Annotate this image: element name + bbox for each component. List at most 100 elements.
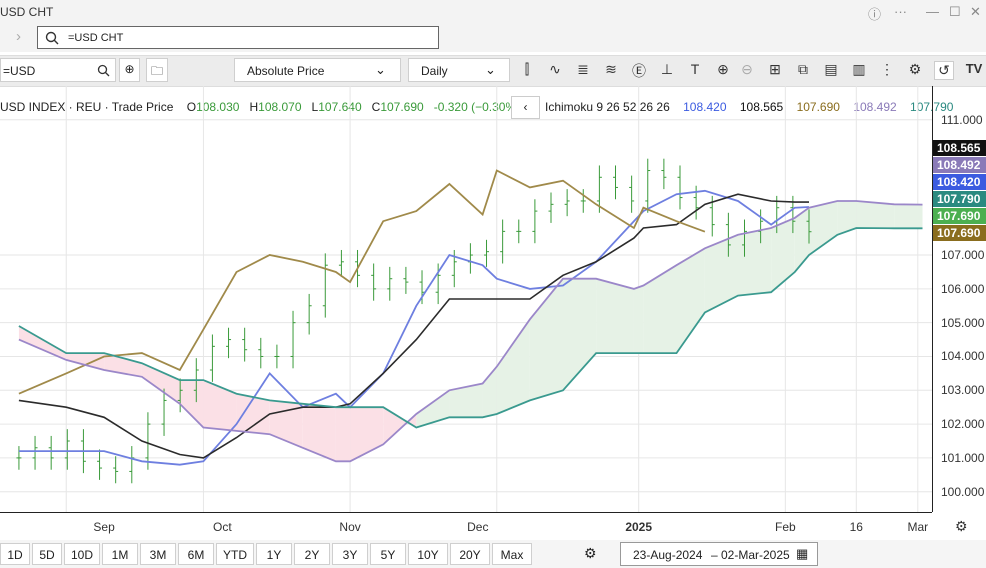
cloud-segment <box>236 393 270 435</box>
period-button-1m[interactable]: 1M <box>102 543 138 565</box>
brand-logo-icon: TV <box>965 61 983 76</box>
cloud-segment <box>179 380 204 428</box>
snapshot-icon[interactable]: ⧉ <box>798 61 808 77</box>
period-button-2y[interactable]: 2Y <box>294 543 330 565</box>
x-tick-label: Mar <box>907 520 929 534</box>
cloud-segment <box>704 234 739 313</box>
cloud-segment <box>496 319 530 414</box>
cloud-segment <box>676 248 705 354</box>
cloud-segment <box>449 383 483 418</box>
cloud-segment <box>894 204 923 229</box>
y-tick-label: 107.000 <box>941 248 985 263</box>
kijun-line <box>18 193 809 459</box>
help-icon[interactable]: ⓘ <box>868 7 882 22</box>
chart-plot-area[interactable] <box>0 86 932 512</box>
span-b-value: 107.790 <box>910 100 954 114</box>
table-icon[interactable]: ⊞ <box>769 61 781 77</box>
more-icon[interactable]: ··· <box>894 4 907 19</box>
add-symbol-icon[interactable]: ⊕ <box>119 58 140 82</box>
open-label: O <box>186 100 197 114</box>
cloud-segment <box>643 265 677 354</box>
price-axis[interactable]: 100.000 101.000 102.000 103.000 104.000 105.0… <box>932 86 986 512</box>
study-icon[interactable]: ≋ <box>605 61 617 77</box>
cloud-segment <box>66 353 105 370</box>
settings-icon[interactable]: ⚙ <box>908 61 922 77</box>
period-button-5d[interactable]: 5D <box>32 543 62 565</box>
text-icon[interactable]: T <box>690 61 700 77</box>
span-b-line <box>18 227 923 429</box>
time-axis[interactable]: Sep Oct Nov Dec 2025 Feb 16 Mar <box>0 512 932 538</box>
close-value: 107.690 <box>380 100 424 114</box>
bar-style-icon[interactable]: ⫿ <box>524 61 530 77</box>
instrument-name: USD INDEX · REU · Trade Price <box>0 100 174 114</box>
analytics-icon[interactable]: ▥ <box>852 61 866 77</box>
x-tick-label: Nov <box>339 520 361 534</box>
cloud-segment <box>596 278 634 354</box>
price-badge: 107.790 <box>933 191 986 207</box>
forward-arrow-icon[interactable]: › <box>16 28 21 45</box>
price-type-select[interactable]: Absolute Price ⌄ <box>234 58 401 82</box>
collapse-legend-button[interactable]: ‹ <box>511 96 540 119</box>
axis-settings-icon[interactable]: ⚙ <box>955 518 968 534</box>
crosshair-icon[interactable]: ⊥ <box>660 61 674 77</box>
y-tick-label: 104.000 <box>941 349 985 364</box>
cloud-segment <box>141 363 180 404</box>
y-tick-label: 101.000 <box>941 450 985 465</box>
cloud-segment <box>794 207 809 272</box>
more-options-icon[interactable]: ⋮ <box>880 61 894 77</box>
period-button-ytd[interactable]: YTD <box>216 543 254 565</box>
span-a-value: 108.492 <box>853 100 897 114</box>
period-button-10y[interactable]: 10Y <box>408 543 448 565</box>
cloud-segment <box>302 403 336 462</box>
overlay-icon[interactable]: ≣ <box>577 61 589 77</box>
command-input[interactable]: =USD CHT <box>37 26 439 49</box>
y-tick-label: 103.000 <box>941 383 985 398</box>
open-value: 108.030 <box>196 100 240 114</box>
x-tick-label: Oct <box>213 520 232 534</box>
period-button-20y[interactable]: 20Y <box>450 543 490 565</box>
y-tick-label: 111.000 <box>941 112 983 127</box>
period-button-max[interactable]: Max <box>492 543 532 565</box>
period-button-1y[interactable]: 1Y <box>256 543 292 565</box>
symbol-input[interactable]: =USD <box>0 58 116 82</box>
chikou-line <box>18 169 706 395</box>
period-settings-icon[interactable]: ⚙ <box>584 545 597 561</box>
y-tick-label: 105.000 <box>941 315 985 330</box>
zoom-in-icon[interactable]: ⊕ <box>717 61 729 77</box>
x-tick-label: 16 <box>849 520 863 534</box>
event-icon[interactable]: Ⓔ <box>632 63 646 79</box>
folder-icon[interactable]: 🗀 <box>146 58 168 82</box>
y-tick-label: 106.000 <box>941 281 985 296</box>
news-icon[interactable]: ▤ <box>824 61 838 77</box>
cloud-segment <box>633 285 644 354</box>
period-button-3y[interactable]: 3Y <box>332 543 368 565</box>
zoom-out-icon[interactable]: ⊖ <box>741 61 753 77</box>
cloud-segment <box>482 366 497 418</box>
date-range-picker[interactable]: 23-Aug-2024 – 02-Mar-2025 ▦ <box>620 542 818 566</box>
low-value: 107.640 <box>318 100 362 114</box>
y-tick-label: 102.000 <box>941 417 985 432</box>
calendar-icon: ▦ <box>796 546 809 561</box>
price-type-value: Absolute Price <box>247 64 325 78</box>
minimize-icon[interactable]: — <box>926 4 939 19</box>
chart-legend: USD INDEX · REU · Trade Price O108.030 H… <box>0 100 520 114</box>
reset-icon[interactable]: ↺ <box>934 61 954 80</box>
tenkan-line <box>18 189 810 466</box>
period-button-1d[interactable]: 1D <box>0 543 30 565</box>
cloud-segment <box>771 217 795 293</box>
price-badge: 108.565 <box>933 140 986 156</box>
search-icon <box>45 31 59 45</box>
cloud-segment <box>856 200 895 229</box>
period-button-6m[interactable]: 6M <box>178 543 214 565</box>
cloud-segment <box>203 380 237 431</box>
period-button-5y[interactable]: 5Y <box>370 543 406 565</box>
maximize-icon[interactable]: ☐ <box>949 4 961 19</box>
price-badge: 107.690 <box>933 208 986 224</box>
interval-select[interactable]: Daily ⌄ <box>408 58 510 82</box>
chevron-down-icon: ⌄ <box>375 62 386 77</box>
close-icon[interactable]: ✕ <box>970 4 981 19</box>
period-button-10d[interactable]: 10D <box>64 543 100 565</box>
period-button-3m[interactable]: 3M <box>140 543 176 565</box>
symbol-search-icon[interactable] <box>97 64 110 77</box>
indicator-icon[interactable]: ∿ <box>549 61 561 77</box>
